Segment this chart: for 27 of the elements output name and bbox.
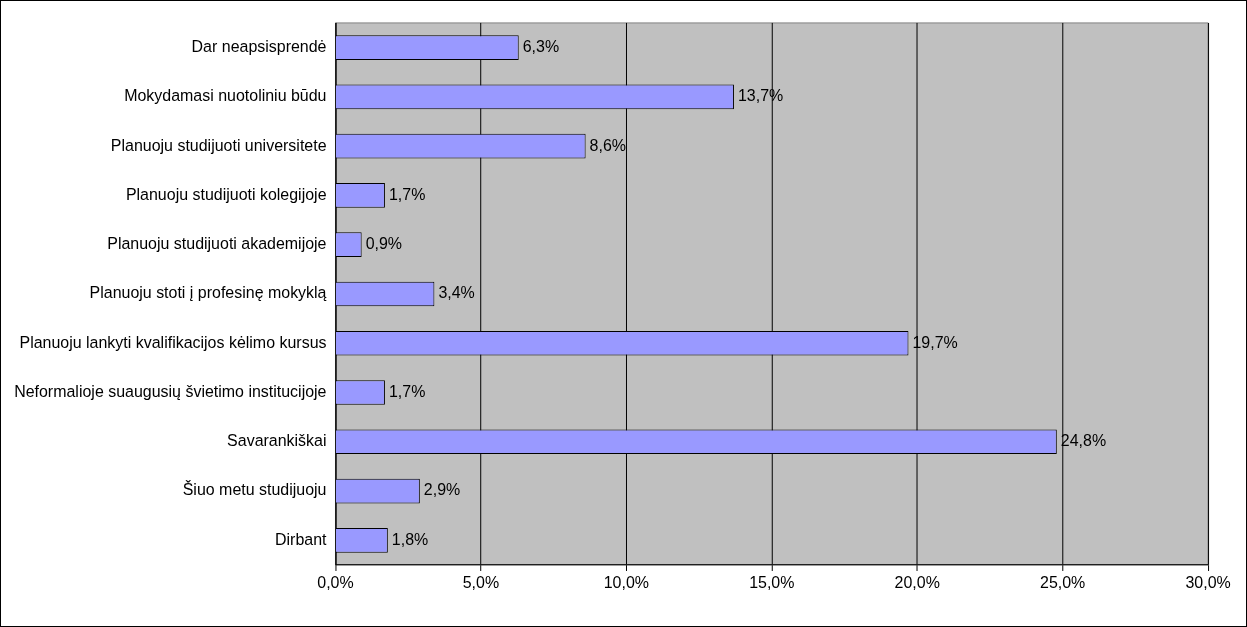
x-tick-label: 0,0% xyxy=(317,573,354,591)
data-label: 1,8% xyxy=(391,530,429,548)
y-tick-label: Neformalioje suaugusių švietimo institucijoje xyxy=(14,382,327,400)
x-tick-label: 15,0% xyxy=(749,573,795,591)
x-tick-label: 25,0% xyxy=(1040,573,1086,591)
y-tick-label: Planuoju stoti į profesinę mokyklą xyxy=(89,284,327,302)
y-tick-label: Planuoju lankyti kvalifikacijos kėlimo kursus xyxy=(19,333,327,351)
y-tick-label: Planuoju studijuoti universitete xyxy=(110,136,327,154)
x-tick-label: 10,0% xyxy=(603,573,649,591)
data-label: 1,7% xyxy=(388,382,426,400)
x-tick-label: 30,0% xyxy=(1185,573,1231,591)
x-tick-label: 5,0% xyxy=(462,573,500,591)
y-tick-label: Savarankiškai xyxy=(227,432,327,450)
y-tick-label: Šiuo metu studijuoju xyxy=(182,480,327,499)
data-label: 0,9% xyxy=(365,235,403,253)
y-tick-label: Mokydamasi nuotoliniu būdu xyxy=(124,87,327,105)
data-label: 8,6% xyxy=(589,136,627,154)
y-tick-label: Dirbant xyxy=(275,530,328,548)
data-label: 3,4% xyxy=(438,284,475,302)
data-label: 19,7% xyxy=(912,333,958,351)
data-label: 6,3% xyxy=(522,37,560,55)
y-tick-label: Planuoju studijuoti kolegijoje xyxy=(125,185,327,203)
y-tick-label: Dar neapsisprendė xyxy=(191,37,327,55)
y-tick-label: Planuoju studijuoti akademijoje xyxy=(107,235,327,253)
data-label: 2,9% xyxy=(423,481,461,499)
data-label: 1,7% xyxy=(388,185,426,203)
x-tick-label: 20,0% xyxy=(894,573,940,591)
